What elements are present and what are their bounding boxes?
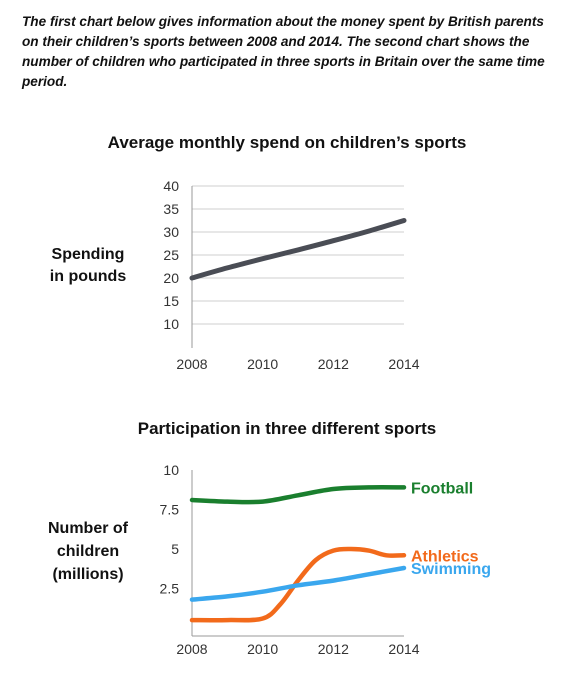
chart1-series-line — [189, 218, 407, 281]
chart2-y-tick-label: 10 — [163, 462, 179, 478]
chart2-x-tick-label: 2010 — [247, 641, 278, 657]
chart2-x-tick-labels: 2008 2010 2012 2014 — [176, 641, 419, 657]
chart1-y-tick-label: 40 — [163, 178, 179, 194]
chart1-gridlines — [191, 185, 404, 348]
athletics-series-line — [189, 546, 407, 623]
chart1-y-label-line: in pounds — [50, 268, 127, 285]
chart2-y-axis-label: Number of children (millions) — [48, 520, 129, 583]
swimming-legend-label: Swimming — [411, 561, 491, 578]
chart1-x-tick-label: 2010 — [247, 356, 278, 372]
chart1-series — [189, 218, 407, 281]
chart1-title: Average monthly spend on children’s spor… — [107, 133, 467, 152]
chart2-series — [189, 485, 407, 623]
chart1-x-tick-label: 2014 — [388, 356, 419, 372]
chart1-y-axis-label: Spending in pounds — [50, 246, 127, 285]
chart2-y-tick-label: 5 — [171, 541, 179, 557]
chart2-x-tick-label: 2014 — [388, 641, 419, 657]
chart1-y-tick-labels: 10 15 20 25 30 35 40 — [163, 178, 179, 332]
chart1-y-label-line: Spending — [52, 246, 125, 263]
intro-text: The first chart below gives information … — [22, 14, 545, 89]
swimming-series-line — [189, 565, 407, 602]
chart2-x-tick-label: 2012 — [318, 641, 349, 657]
chart1-y-tick-label: 15 — [163, 293, 179, 309]
chart1-x-tick-labels: 2008 2010 2012 2014 — [176, 356, 419, 372]
chart2-y-label-line: (millions) — [52, 566, 123, 583]
chart1-y-tick-label: 25 — [163, 247, 179, 263]
chart2-y-label-line: children — [57, 543, 119, 560]
chart2-y-label-line: Number of — [48, 520, 129, 537]
chart1-y-tick-label: 10 — [163, 316, 179, 332]
chart2-axes — [191, 470, 404, 637]
chart1-x-tick-label: 2012 — [318, 356, 349, 372]
football-legend-label: Football — [411, 480, 473, 497]
chart1-y-tick-label: 20 — [163, 270, 179, 286]
chart2-y-tick-labels: 2.5 5 7.5 10 — [160, 462, 180, 597]
chart2-y-tick-label: 7.5 — [160, 502, 180, 518]
chart2-y-tick-label: 2.5 — [160, 581, 180, 597]
athletics-legend-label: Athletics — [411, 548, 479, 565]
chart1-y-tick-label: 30 — [163, 224, 179, 240]
chart2-x-tick-label: 2008 — [176, 641, 207, 657]
chart1-x-tick-label: 2008 — [176, 356, 207, 372]
chart1-y-tick-label: 35 — [163, 201, 179, 217]
football-series-line — [189, 485, 407, 505]
chart2-title: Participation in three different sports — [137, 419, 437, 438]
